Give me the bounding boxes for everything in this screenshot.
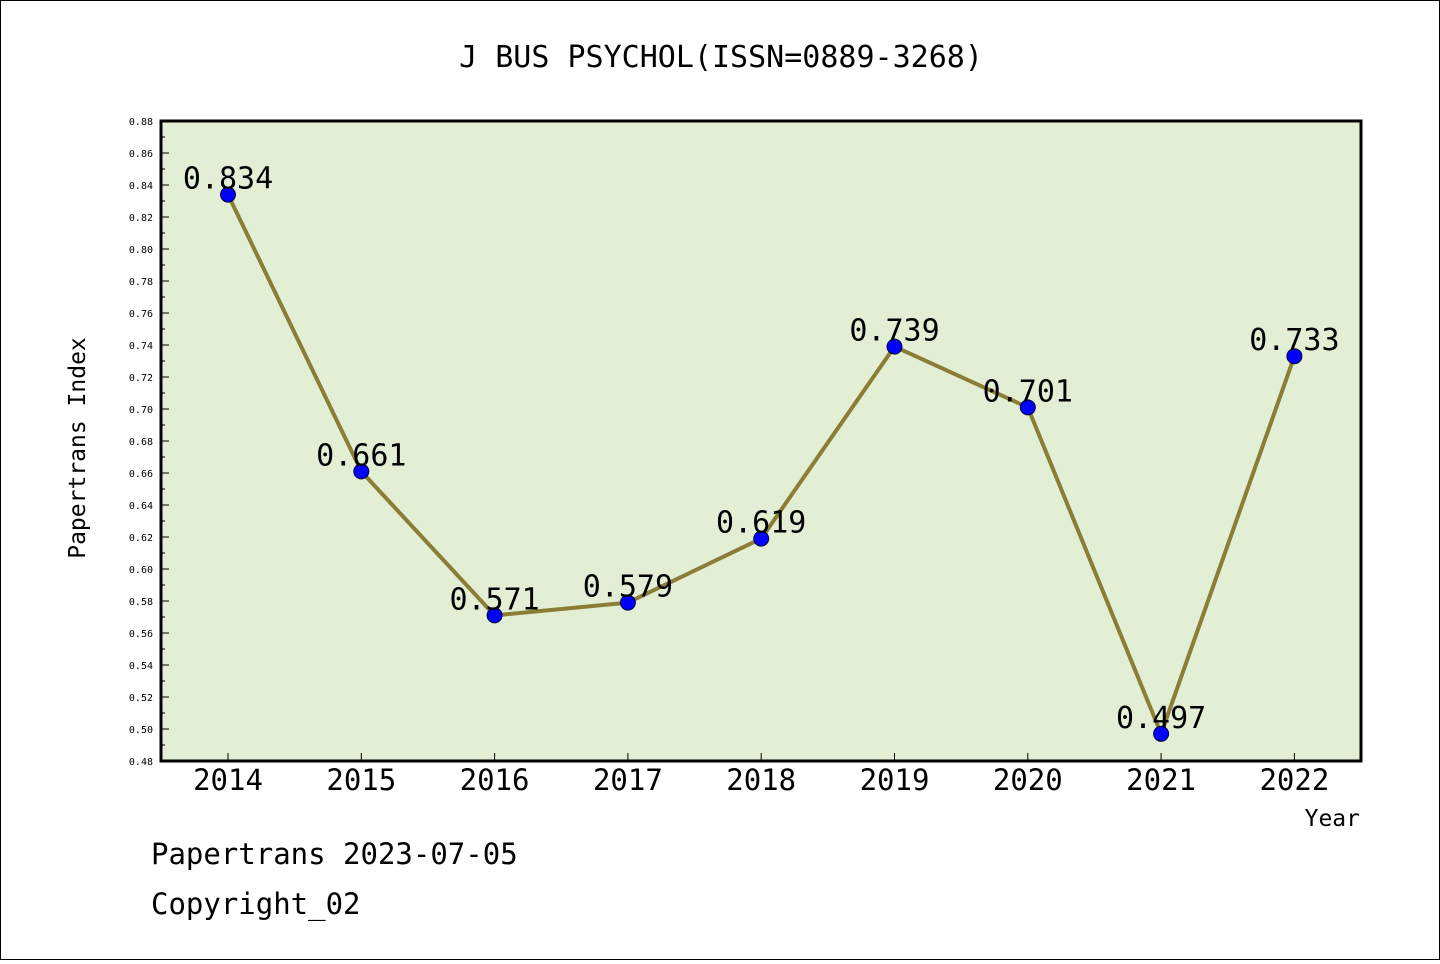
y-tick-label: 0.52 (129, 693, 153, 704)
x-axis: 2014 2015 2016 2017 2018 2019 2020 2021 2022 (193, 753, 1329, 797)
y-tick-label: 0.60 (129, 565, 153, 576)
y-tick-label: 0.86 (129, 149, 153, 160)
data-label: 0.579 (583, 570, 673, 605)
data-label: 0.571 (449, 582, 539, 617)
data-label: 0.834 (183, 162, 273, 197)
y-tick-label: 0.54 (129, 661, 153, 672)
y-tick-label: 0.50 (129, 725, 153, 736)
series-line-group: 0.834 0.661 0.571 0.579 0.619 0.739 0.701 0.497… (183, 162, 1340, 742)
y-tick-label: 0.88 (129, 117, 153, 128)
data-label: 0.701 (983, 374, 1073, 409)
y-tick-label: 0.74 (129, 341, 153, 352)
data-point (220, 186, 236, 203)
y-tick-label: 0.64 (129, 501, 153, 512)
y-tick-label: 0.76 (129, 309, 153, 320)
data-point (1286, 348, 1303, 365)
data-point (1019, 399, 1036, 416)
footer-date: Papertrans 2023-07-05 (151, 837, 518, 871)
y-tick-label: 0.78 (129, 277, 153, 288)
x-axis-label: Year (1305, 806, 1360, 832)
chart-title: J BUS PSYCHOL(ISSN=0889-3268) (459, 40, 983, 75)
x-tick-label: 2022 (1259, 763, 1329, 797)
x-tick-label: 2018 (726, 763, 796, 797)
data-label: 0.739 (849, 314, 939, 349)
footer-copyright: Copyright_02 (151, 887, 361, 922)
data-point (353, 463, 370, 480)
y-tick-label: 0.68 (129, 437, 153, 448)
y-tick-label: 0.48 (129, 757, 153, 768)
plot-area (159, 119, 1363, 763)
data-label: 0.619 (716, 506, 806, 541)
x-tick-label: 2014 (193, 763, 263, 797)
data-point (886, 338, 903, 355)
data-point (1153, 725, 1170, 742)
x-tick-label: 2017 (593, 763, 663, 797)
y-tick-label: 0.58 (129, 597, 153, 608)
y-tick-label: 0.82 (129, 213, 153, 224)
data-label: 0.661 (316, 438, 406, 473)
y-tick-label: 0.72 (129, 373, 153, 384)
y-tick-label: 0.80 (129, 245, 153, 256)
x-tick-label: 2015 (326, 763, 396, 797)
y-axis-label: Papertrans Index (65, 337, 91, 559)
y-tick-label: 0.62 (129, 533, 153, 544)
y-tick-label: 0.66 (129, 469, 153, 480)
data-label: 0.497 (1116, 701, 1206, 736)
x-tick-label: 2016 (460, 763, 530, 797)
data-point (619, 594, 636, 611)
x-tick-label: 2020 (993, 763, 1063, 797)
data-point (753, 530, 770, 547)
data-label: 0.733 (1249, 323, 1339, 358)
x-tick-label: 2019 (860, 763, 930, 797)
y-axis: 0.48 0.50 0.52 0.54 0.56 0.58 0.60 0.62 0.64 0.66… (129, 117, 169, 768)
y-tick-label: 0.56 (129, 629, 153, 640)
x-tick-label: 2021 (1126, 763, 1196, 797)
y-tick-label: 0.70 (129, 405, 153, 416)
y-tick-label: 0.84 (129, 181, 153, 192)
data-point (486, 607, 503, 624)
